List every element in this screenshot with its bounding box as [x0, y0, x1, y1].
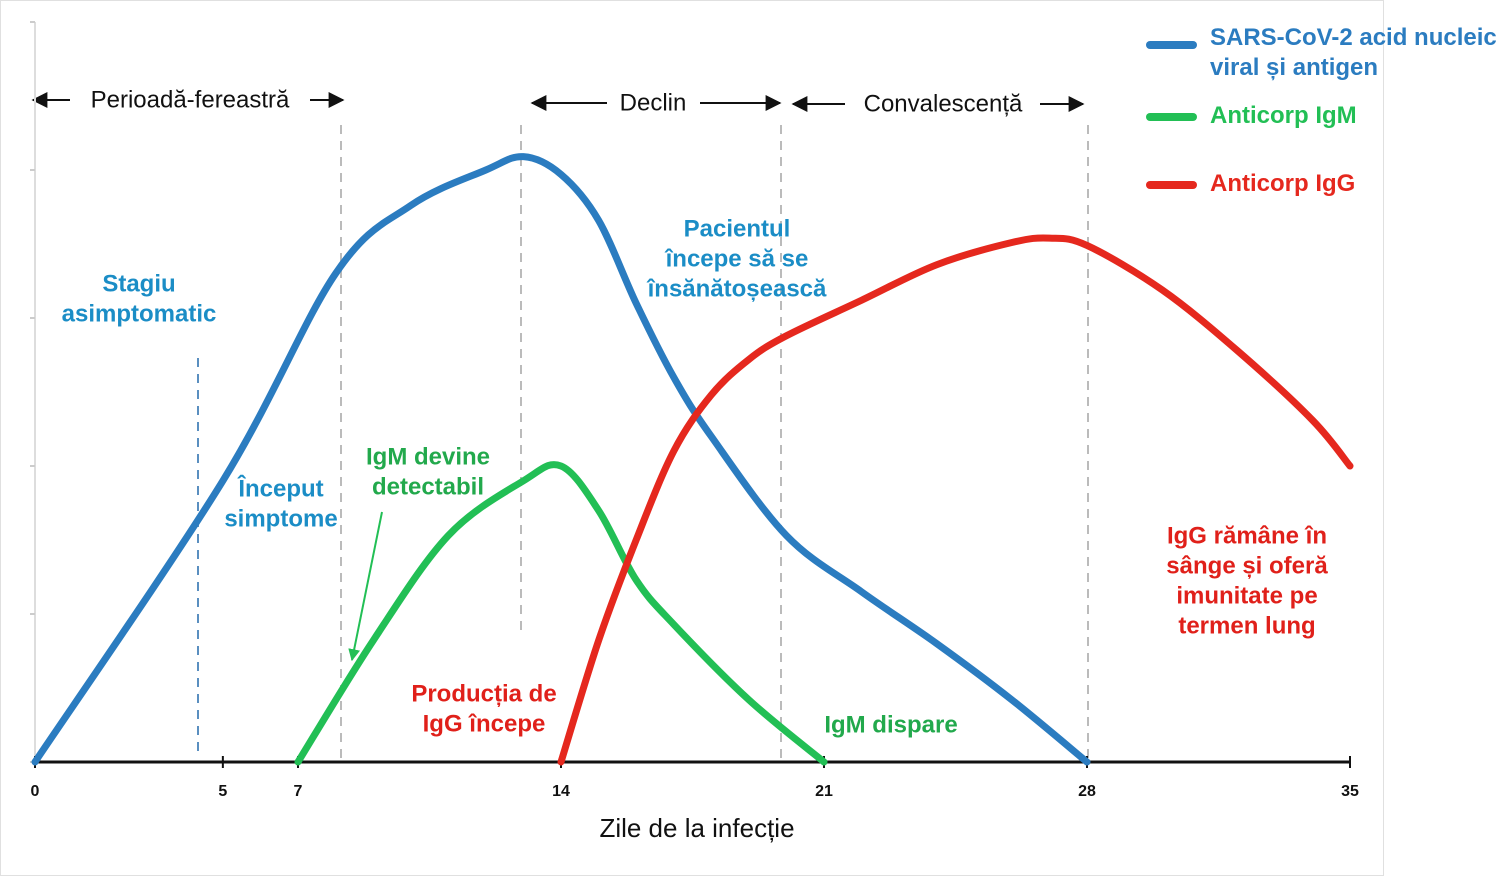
- phase-label: Convalescență: [864, 90, 1023, 117]
- annotation: Producția de: [411, 680, 556, 707]
- annotation: simptome: [224, 505, 337, 532]
- annotation: imunitate pe: [1176, 582, 1317, 609]
- series-line: [294, 461, 828, 766]
- annotation: sânge și oferă: [1166, 552, 1328, 579]
- x-axis-label: Zile de la infecție: [599, 813, 794, 843]
- series-line: [557, 234, 1354, 766]
- legend-label: Anticorp IgG: [1210, 170, 1356, 197]
- x-tick-label: 21: [815, 783, 833, 800]
- legend-label: Anticorp IgM: [1210, 102, 1357, 129]
- x-tick-label: 28: [1078, 783, 1096, 800]
- series-line: [31, 153, 1091, 766]
- annotation: detectabil: [372, 473, 484, 500]
- legend-label: SARS-CoV-2 acid nucleic viral și antigen: [1210, 24, 1497, 81]
- annotation: asimptomatic: [62, 300, 217, 327]
- phase-label: Declin: [620, 89, 687, 116]
- phase-arrows: [31, 92, 1085, 112]
- annotation: începe să se: [665, 245, 809, 272]
- pointer-arrow: [348, 511, 383, 662]
- annotation: Pacientul: [684, 215, 791, 242]
- x-tick-label: 7: [294, 783, 303, 800]
- annotation: Început: [237, 474, 323, 502]
- annotation: însănătoșească: [647, 275, 827, 302]
- annotation: termen lung: [1178, 612, 1315, 639]
- annotation: IgM devine: [366, 443, 490, 470]
- legend-entry: SARS-CoV-2 acid nucleic viral și antigen: [1210, 24, 1497, 81]
- phase-dividers: [340, 125, 1089, 758]
- phase-label: Perioadă-fereastră: [91, 86, 290, 113]
- x-tick-label: 14: [552, 783, 570, 800]
- x-tick-label: 5: [218, 783, 227, 800]
- legend-entry: Anticorp IgG: [1210, 170, 1356, 197]
- x-tick-label: 35: [1341, 783, 1359, 800]
- annotation: IgG rămâne în: [1167, 522, 1327, 549]
- x-tick-label: 0: [31, 783, 40, 800]
- legend-entry: Anticorp IgM: [1210, 102, 1357, 129]
- annotation: IgM dispare: [824, 711, 957, 738]
- frame: [0, 0, 1384, 876]
- annotation: IgG începe: [423, 710, 546, 737]
- annotation: Stagiu: [102, 270, 175, 297]
